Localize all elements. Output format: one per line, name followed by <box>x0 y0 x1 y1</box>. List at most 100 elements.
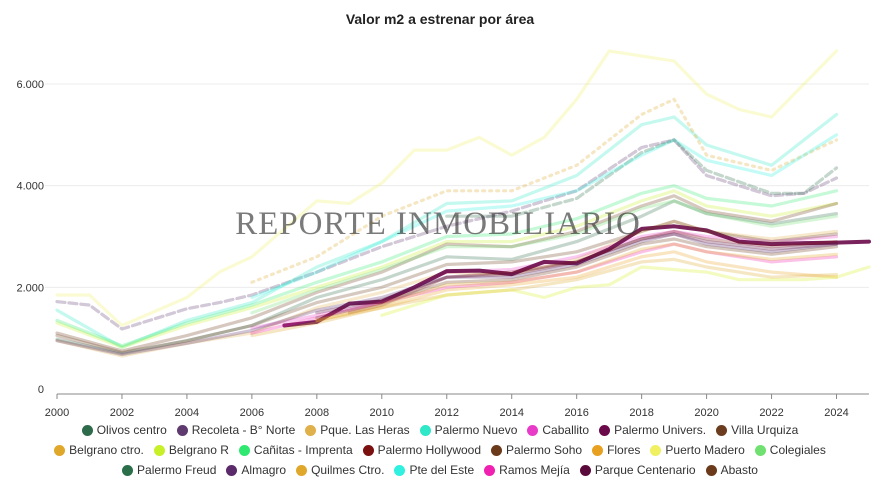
x-tick-label: 2014 <box>499 407 523 419</box>
series-line-3[interactable] <box>55 112 839 349</box>
legend-label: Palermo Univers. <box>614 423 707 437</box>
series-line-22[interactable] <box>315 242 839 322</box>
legend-swatch <box>226 464 238 476</box>
legend-label: Ramos Mejía <box>499 463 570 477</box>
series-line-21[interactable] <box>315 237 839 320</box>
legend-item[interactable]: Palermo Hollywood <box>362 443 481 457</box>
legend-row: Olivos centro Recoleta - B° Norte Pque. La… <box>0 420 880 440</box>
legend-item[interactable]: Palermo Univers. <box>599 423 706 437</box>
legend-swatch <box>305 424 317 436</box>
legend-swatch <box>716 424 728 436</box>
legend-item[interactable]: Villa Urquiza <box>716 423 798 437</box>
legend-item[interactable]: Abasto <box>705 463 758 477</box>
x-axis: 2000 2002 2004 2006 2008 2010 2012 2014 2016 2018… <box>45 393 869 419</box>
legend-swatch <box>394 464 406 476</box>
series-line-6[interactable] <box>55 219 839 354</box>
x-tick-label: 2008 <box>305 407 329 419</box>
legend-label: Belgrano ctro. <box>69 443 144 457</box>
legend-swatch <box>599 424 611 436</box>
legend-item[interactable]: Quilmes Ctro. <box>296 463 384 477</box>
series-line-5[interactable] <box>282 224 871 328</box>
legend-item[interactable]: Cañitas - Imprenta <box>238 443 353 457</box>
x-tick-label: 2024 <box>824 407 848 419</box>
x-tick-label: 2018 <box>629 407 653 419</box>
y-tick-label: 2.000 <box>16 282 44 294</box>
legend-label: Palermo Soho <box>506 443 583 457</box>
legend-row: Belgrano ctro. Belgrano R Cañitas - Impren… <box>0 440 880 460</box>
legend-swatch <box>484 464 496 476</box>
y-tick-label: 6.000 <box>16 79 44 91</box>
x-tick-label: 2022 <box>759 407 783 419</box>
legend-item[interactable]: Parque Centenario <box>579 463 696 477</box>
legend-label: Olivos centro <box>96 423 167 437</box>
x-tick-label: 2020 <box>694 407 718 419</box>
series-line-13[interactable] <box>55 49 839 328</box>
legend-swatch <box>296 464 308 476</box>
legend-item[interactable]: Ramos Mejía <box>484 463 570 477</box>
gridlines <box>45 83 869 288</box>
legend-label: Belgrano R <box>168 443 229 457</box>
x-tick-label: 2012 <box>435 407 459 419</box>
legend-swatch <box>176 424 188 436</box>
legend-item[interactable]: Olivos centro <box>81 423 167 437</box>
legend-item[interactable]: Caballito <box>527 423 589 437</box>
legend-swatch <box>705 464 717 476</box>
legend-item[interactable]: Almagro <box>226 463 286 477</box>
legend-swatch <box>579 464 591 476</box>
legend-label: Palermo Nuevo <box>434 423 518 437</box>
series-line-0[interactable] <box>55 199 839 355</box>
legend-swatch <box>362 444 374 456</box>
legend-label: Flores <box>607 443 641 457</box>
x-tick-label: 2000 <box>45 407 69 419</box>
series-line-23[interactable] <box>380 265 871 317</box>
x-tick-label: 2004 <box>175 407 199 419</box>
legend: Olivos centro Recoleta - B° Norte Pque. La… <box>0 420 880 480</box>
x-tick-label: 2016 <box>564 407 588 419</box>
series-line-19[interactable] <box>250 242 839 335</box>
legend-label: Almagro <box>241 463 287 477</box>
x-tick-label: 2010 <box>370 407 394 419</box>
legend-swatch <box>527 424 539 436</box>
series-line-16[interactable] <box>55 232 839 356</box>
series-line-11[interactable] <box>55 194 839 353</box>
legend-item[interactable]: Pque. Las Heras <box>305 423 410 437</box>
legend-item[interactable]: Palermo Soho <box>491 443 582 457</box>
legend-item[interactable]: Colegiales <box>754 443 826 457</box>
series-line-8[interactable] <box>55 189 839 349</box>
legend-swatch <box>54 444 66 456</box>
series-line-1[interactable] <box>55 138 839 331</box>
legend-label: Abasto <box>720 463 758 477</box>
series-line-9[interactable] <box>55 184 839 348</box>
watermark: REPORTE INMOBILIARIO <box>235 206 641 242</box>
legend-swatch <box>419 424 431 436</box>
series-line-18[interactable] <box>250 133 839 300</box>
legend-label: Cañitas - Imprenta <box>253 443 353 457</box>
series-line-10[interactable] <box>347 229 839 315</box>
legend-swatch <box>81 424 93 436</box>
legend-swatch <box>650 444 662 456</box>
legend-swatch <box>238 444 250 456</box>
legend-item[interactable]: Palermo Freud <box>122 463 216 477</box>
series-line-12[interactable] <box>315 250 839 322</box>
series-line-15[interactable] <box>445 138 839 218</box>
legend-item[interactable]: Belgrano ctro. <box>54 443 144 457</box>
legend-label: Caballito <box>542 423 590 437</box>
legend-label: Quilmes Ctro. <box>311 463 385 477</box>
series-line-14[interactable] <box>250 199 839 315</box>
legend-label: Pque. Las Heras <box>320 423 410 437</box>
line-chart: 0 2.000 4.000 6.000 2000 2002 2004 2006 2008 201… <box>16 49 871 419</box>
series-line-20[interactable] <box>315 232 839 315</box>
series-line-7[interactable] <box>250 97 839 284</box>
legend-item[interactable]: Belgrano R <box>153 443 229 457</box>
series-line-17[interactable] <box>250 257 839 338</box>
legend-item[interactable]: Palermo Nuevo <box>419 423 518 437</box>
legend-item[interactable]: Puerto Madero <box>650 443 745 457</box>
chart-title: Valor m2 a estrenar por área <box>345 11 535 27</box>
legend-item[interactable]: Pte del Este <box>394 463 474 477</box>
legend-label: Recoleta - B° Norte <box>191 423 296 437</box>
legend-swatch <box>122 464 134 476</box>
legend-label: Puerto Madero <box>665 443 745 457</box>
legend-label: Parque Centenario <box>594 463 696 477</box>
legend-item[interactable]: Recoleta - B° Norte <box>176 423 296 437</box>
legend-item[interactable]: Flores <box>592 443 640 457</box>
